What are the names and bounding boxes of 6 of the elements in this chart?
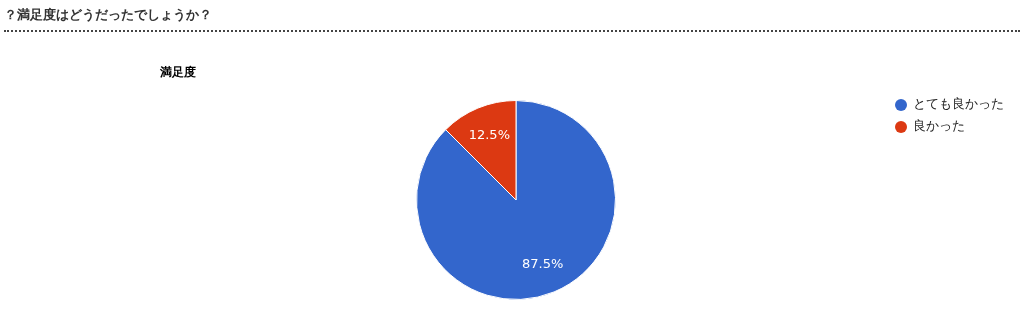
text: 満足度 <box>160 64 196 81</box>
data-label: 12.5% <box>468 127 510 143</box>
data-label: 87.5% <box>522 255 564 271</box>
text: ？満足度はどうだったでしょうか？ <box>4 6 1020 32</box>
legend-label: とても良かった <box>913 96 1004 112</box>
legend-label: 良かった <box>913 118 965 134</box>
